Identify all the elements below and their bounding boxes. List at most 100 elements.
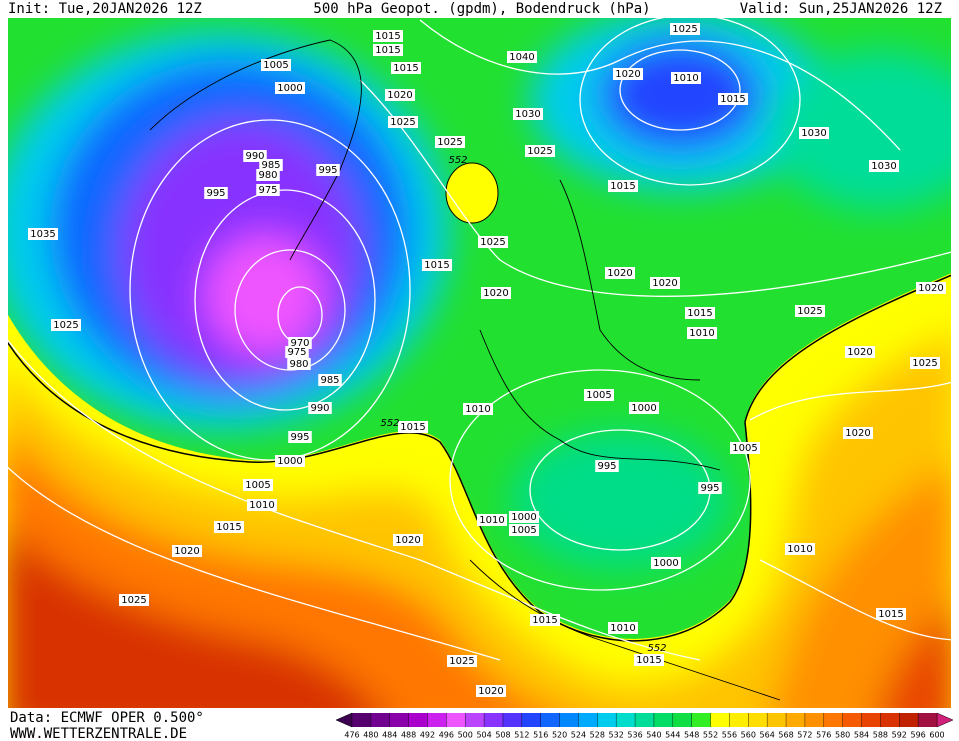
isobar-label: 1020	[387, 90, 412, 101]
isobar-label: 1010	[673, 73, 698, 84]
isobar-label-box	[670, 23, 700, 35]
colorbar-bin	[804, 713, 825, 727]
isobar-label-box	[730, 442, 760, 454]
isobar-label: 970	[290, 338, 309, 349]
isobar-label: 1000	[511, 512, 536, 523]
colorbar-bin	[502, 713, 523, 727]
isobar-label: 1015	[375, 45, 400, 56]
isobar-label: 1025	[121, 595, 146, 606]
isobar-label: 980	[258, 170, 277, 181]
isobar-label-box	[316, 164, 340, 176]
colorbar-label: 584	[854, 731, 869, 740]
isobar-label-box	[845, 346, 875, 358]
isobar-label-box	[718, 93, 748, 105]
isobar-label-box	[530, 614, 560, 626]
data-source: Data: ECMWF OPER 0.500°	[10, 710, 204, 726]
colorbar: 476 480 484 488 492 496 500 504 508 512 516 520 524 5…	[335, 712, 954, 740]
isobar-label-box	[613, 68, 643, 80]
colorbar-label: 512	[514, 731, 529, 740]
isobar-label: 1000	[277, 83, 302, 94]
colorbar-label: 528	[590, 731, 605, 740]
isobar-label-box	[651, 557, 681, 569]
colorbar-bin	[672, 713, 693, 727]
isobar-label: 1020	[483, 288, 508, 299]
isobar-label: 1015	[400, 422, 425, 433]
isobar-label: 1015	[375, 31, 400, 42]
isobar-label-box	[393, 534, 423, 546]
isobar-label: 1010	[689, 328, 714, 339]
isobar-label: 1010	[465, 404, 490, 415]
isobar-label-box	[477, 514, 507, 526]
isobar-label: 1020	[395, 535, 420, 546]
isobar-label: 985	[320, 375, 339, 386]
isobar-label-box	[650, 277, 680, 289]
isobar-label: 1020	[847, 347, 872, 358]
colorbar-label: 572	[797, 731, 812, 740]
colorbar-arrow	[936, 712, 954, 728]
isobar-label: 1030	[801, 128, 826, 139]
isobar-label-box	[513, 108, 543, 120]
isobar-label-box	[843, 427, 873, 439]
isobar-label-box	[204, 187, 228, 199]
isobar-label-box	[28, 228, 58, 240]
colorbar-label: 524	[571, 731, 586, 740]
isobar-label: 1010	[610, 623, 635, 634]
colorbar-label: 600	[929, 731, 944, 740]
isobar-label-box	[608, 180, 638, 192]
isobar-label-box	[214, 521, 244, 533]
colorbar-bin	[899, 713, 919, 727]
isobar-label: 1010	[479, 515, 504, 526]
isobar-label-box	[687, 327, 717, 339]
colorbar-bin	[729, 713, 749, 727]
colorbar-label: 588	[873, 731, 888, 740]
isobar-label: 1015	[636, 655, 661, 666]
isobar-label-box	[318, 374, 342, 386]
isobar-label-box	[422, 259, 452, 271]
colorbar-label: 476	[344, 731, 359, 740]
isobar-label-box	[287, 358, 311, 370]
isobar-label: 1025	[797, 306, 822, 317]
isobar-label-box	[671, 72, 701, 84]
isobar-label-box	[785, 543, 815, 555]
isobar-label-box	[385, 89, 415, 101]
isobar-label: 1020	[845, 428, 870, 439]
colorbar-label: 496	[439, 731, 454, 740]
isobar-label: 1015	[532, 615, 557, 626]
isobar-label-box	[256, 184, 280, 196]
isobar-label-box	[119, 594, 149, 606]
colorbar-bin	[616, 713, 636, 727]
isobar-label-box	[398, 421, 428, 433]
isobar-label: 1040	[509, 52, 534, 63]
isobar-label-box	[388, 116, 418, 128]
colorbar-label: 556	[722, 731, 737, 740]
colorbar-bin	[484, 713, 504, 727]
colorbar-label: 492	[420, 731, 435, 740]
isobar-label: 1015	[687, 308, 712, 319]
isobar-label-box	[308, 402, 332, 414]
isobar-label: 1005	[511, 525, 536, 536]
colorbar-label: 576	[816, 731, 831, 740]
colorbar-bin	[880, 713, 900, 727]
isobar-label: 1000	[277, 456, 302, 467]
colorbar-label: 532	[609, 731, 624, 740]
isobar-label-box	[481, 287, 511, 299]
isobar-label: 975	[287, 347, 306, 358]
colorbar-label: 596	[910, 731, 925, 740]
isobar-label-box	[509, 511, 539, 523]
isobar-label: 1025	[390, 117, 415, 128]
header: Init: Tue,20JAN2026 12Z 500 hPa Geopot. …	[8, 1, 942, 17]
isobar-label-box	[629, 402, 659, 414]
isobar-label: 990	[310, 403, 329, 414]
colorbar-arrow	[335, 712, 353, 728]
isobar-label-box	[595, 460, 619, 472]
isobar-label-box	[507, 51, 537, 63]
isobar-label: 1015	[393, 63, 418, 74]
isobar-label: 995	[597, 461, 616, 472]
colorbar-label: 536	[627, 731, 642, 740]
colorbar-label: 516	[533, 731, 548, 740]
isobar-label: 1015	[216, 522, 241, 533]
isobar-label-box	[910, 357, 940, 369]
colorbar-bin	[578, 713, 598, 727]
isobar-label-box	[285, 346, 309, 358]
